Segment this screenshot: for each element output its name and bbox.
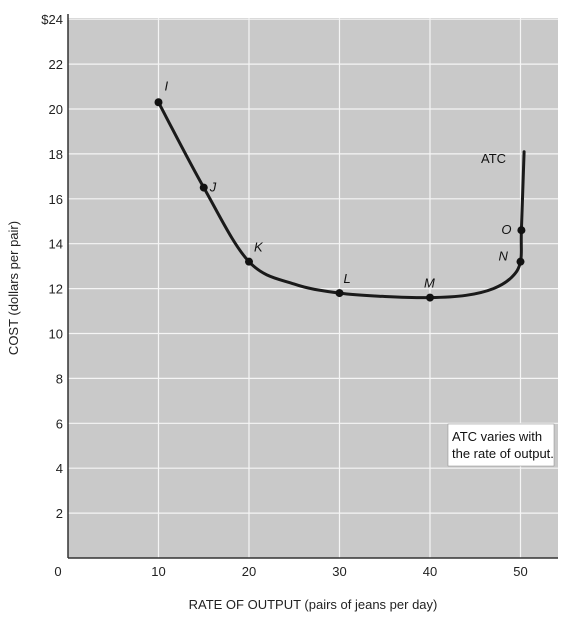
y-tick-label: 8 [56,371,63,386]
annotation-box: ATC varies with the rate of output. [447,423,555,467]
axes [67,14,558,559]
x-tick-label: 0 [54,564,61,579]
point-marker-n [516,257,525,266]
y-tick-label: 6 [56,416,63,431]
annotation-line-1: ATC varies with [452,429,542,444]
x-tick-label: 40 [423,564,437,579]
y-tick-label: 16 [49,192,63,207]
point-marker-m [426,293,434,302]
y-tick-label: $24 [41,12,63,27]
y-tick-label: 20 [49,102,63,117]
point-label-o: O [501,222,511,237]
y-tick-label: 18 [49,147,63,162]
y-tick-labels: 2 4 6 8 10 12 14 16 18 20 22 $24 [41,12,63,521]
x-tick-labels: 0 10 20 30 40 50 [54,564,527,579]
y-tick-label: 4 [56,461,63,476]
point-label-n: N [499,249,509,264]
curve-points: I J K L M NO [154,78,526,302]
y-tick-label: 10 [49,327,63,342]
point-label-l: L [344,271,351,286]
x-tick-label: 50 [513,564,527,579]
point-label-k: K [254,240,264,255]
x-axis-title: RATE OF OUTPUT (pairs of jeans per day) [189,597,438,612]
atc-series-label: ATC [481,151,506,166]
annotation-background [447,423,555,467]
point-label-m: M [424,276,435,291]
x-tick-label: 30 [332,564,346,579]
y-tick-label: 22 [49,57,63,72]
x-tick-label: 10 [151,564,165,579]
point-label-i: I [165,78,169,93]
point-marker-j [199,183,208,192]
y-axis-title: COST (dollars per pair) [6,221,21,355]
annotation-line-2: the rate of output. [452,446,554,461]
x-tick-label: 20 [242,564,256,579]
point-marker-l [335,289,344,298]
y-tick-label: 14 [49,237,63,252]
point-label-j: J [209,180,217,195]
point-marker-o [517,226,526,235]
y-tick-label: 12 [49,282,63,297]
point-marker-i [154,98,163,107]
point-marker-k [245,257,253,266]
y-tick-label: 2 [56,506,63,521]
